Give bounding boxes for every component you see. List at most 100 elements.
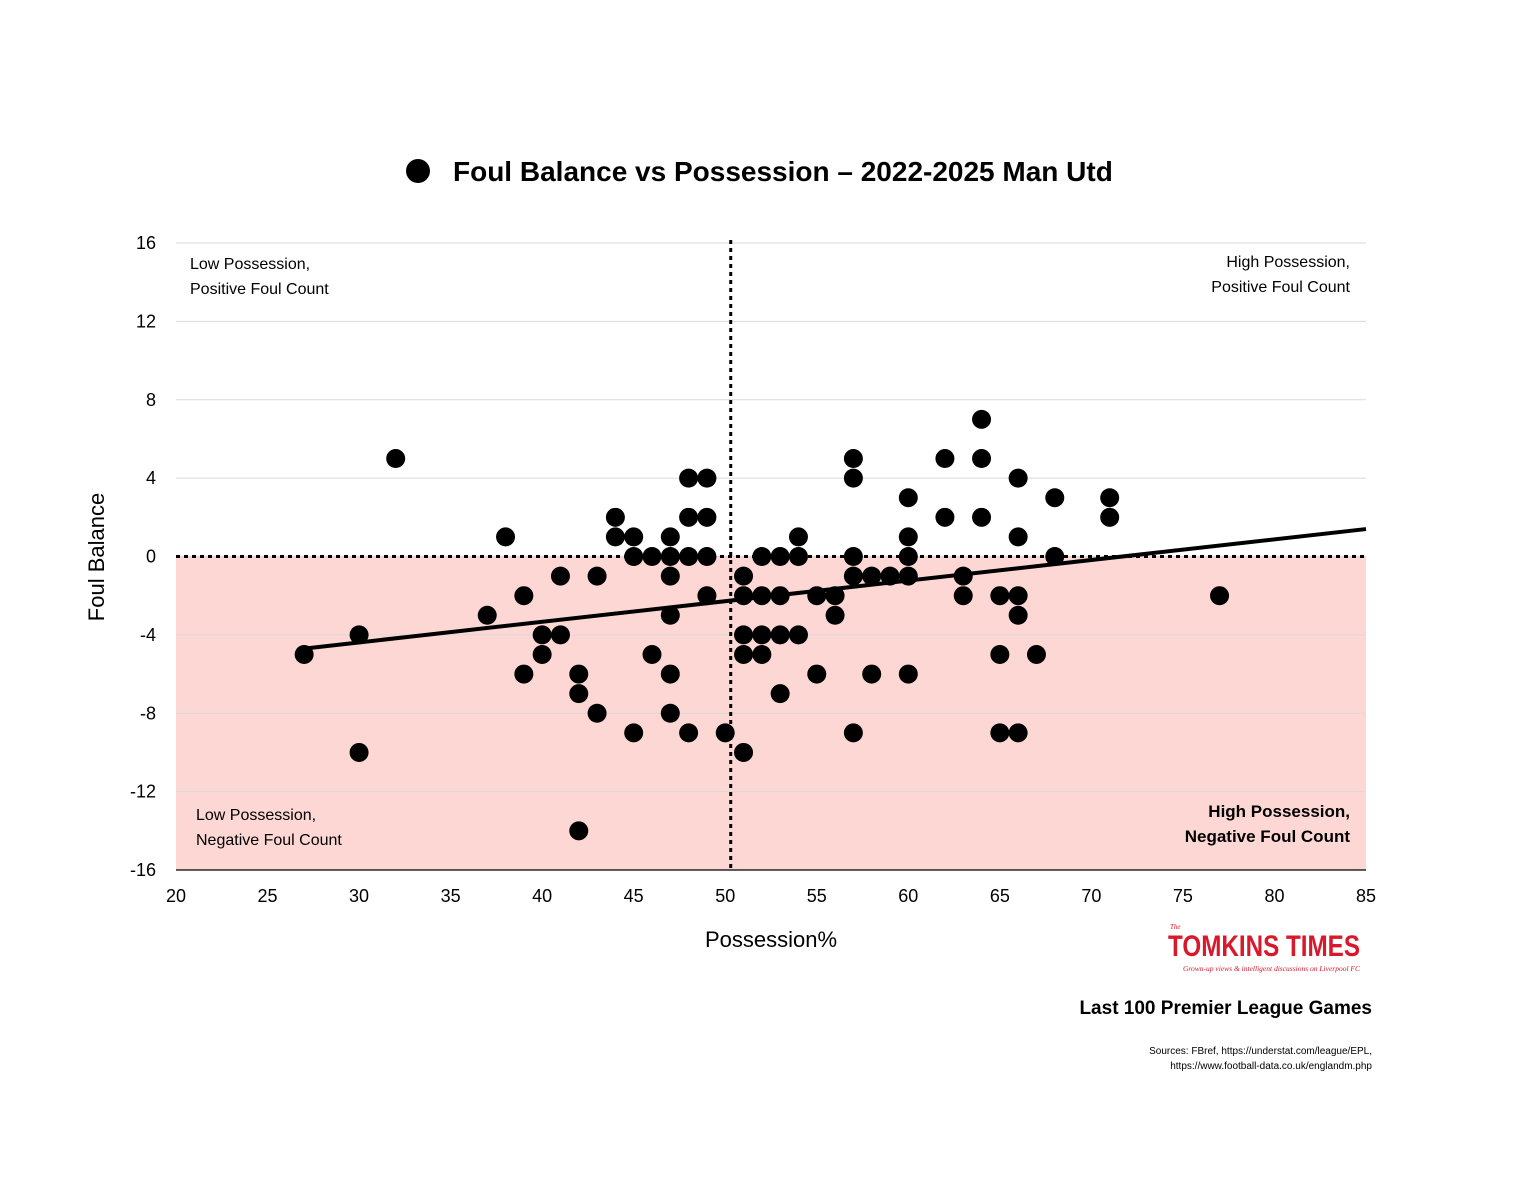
data-point xyxy=(697,547,717,566)
data-point xyxy=(349,742,369,762)
x-tick-label: 65 xyxy=(990,886,1010,906)
legend-marker xyxy=(406,159,430,183)
data-point xyxy=(953,586,973,606)
data-point xyxy=(898,488,918,508)
trendline xyxy=(303,527,1367,651)
annotation-line: High Possession, xyxy=(1226,254,1350,271)
data-point xyxy=(642,644,662,664)
data-point xyxy=(514,664,534,684)
data-point xyxy=(1045,547,1065,566)
x-tick-label: 50 xyxy=(715,886,735,906)
data-point xyxy=(1008,468,1028,488)
data-point xyxy=(898,527,918,547)
data-point xyxy=(679,723,699,743)
data-point xyxy=(587,703,607,723)
x-tick-label: 85 xyxy=(1356,886,1376,906)
x-tick-label: 55 xyxy=(807,886,827,906)
data-point xyxy=(935,507,955,527)
y-tick-label: 4 xyxy=(146,468,156,488)
data-point xyxy=(679,547,699,566)
legend: Foul Balance vs Possession – 2022-2025 M… xyxy=(406,156,1113,187)
data-point xyxy=(1045,488,1065,508)
data-point xyxy=(843,468,863,488)
data-point xyxy=(752,644,772,664)
y-tick-label: 12 xyxy=(136,311,156,331)
data-point xyxy=(898,664,918,684)
data-point xyxy=(990,723,1010,743)
y-tick-label: 0 xyxy=(146,547,156,567)
data-point xyxy=(660,703,680,723)
annotation-line: High Possession, xyxy=(1208,802,1350,821)
x-tick-label: 30 xyxy=(349,886,369,906)
data-point xyxy=(697,507,717,527)
data-point xyxy=(752,625,772,645)
x-tick-labels: 20 25 30 35 40 45 50 55 60 65 70 75 80 85 xyxy=(166,886,1376,906)
logo-wordmark: TOMKINS TIMES xyxy=(1168,930,1360,963)
data-point xyxy=(990,644,1010,664)
data-point xyxy=(660,664,680,684)
data-point xyxy=(569,664,589,684)
annotation-line: Positive Foul Count xyxy=(1211,279,1350,296)
sources-line-1: Sources: FBref, https://understat.com/le… xyxy=(1149,1046,1372,1057)
data-point xyxy=(807,664,827,684)
x-tick-label: 20 xyxy=(166,886,186,906)
data-point xyxy=(843,547,863,566)
x-tick-label: 75 xyxy=(1173,886,1193,906)
data-point xyxy=(624,527,644,547)
data-points xyxy=(294,409,1230,841)
data-point xyxy=(660,605,680,625)
y-tick-label: -8 xyxy=(140,703,156,723)
data-point xyxy=(1100,507,1120,527)
data-point xyxy=(624,547,644,566)
data-point xyxy=(550,625,570,645)
data-point xyxy=(514,586,534,606)
logo-tagline: Grown-up views & intelligent discussions… xyxy=(1183,964,1361,973)
data-point xyxy=(569,821,589,841)
data-point xyxy=(972,449,992,469)
tomkins-times-logo: The TOMKINS TIMES Grown-up views & intel… xyxy=(1168,923,1361,973)
chart-title: Foul Balance vs Possession – 2022-2025 M… xyxy=(453,156,1113,187)
data-point xyxy=(788,527,808,547)
annotation-line: Positive Foul Count xyxy=(190,281,329,298)
x-tick-label: 35 xyxy=(441,886,461,906)
data-point xyxy=(605,527,625,547)
data-point xyxy=(660,547,680,566)
data-point xyxy=(825,605,845,625)
data-point xyxy=(1210,586,1230,606)
x-axis-label: Possession% xyxy=(705,927,837,952)
data-point xyxy=(898,547,918,566)
data-point xyxy=(734,625,754,645)
annotation-line: Low Possession, xyxy=(196,807,316,824)
annotation-line: Low Possession, xyxy=(190,256,310,273)
data-point xyxy=(1008,723,1028,743)
y-tick-labels: 16 12 8 4 0 -4 -8 -12 -16 xyxy=(130,233,156,880)
data-point xyxy=(349,625,369,645)
data-point xyxy=(624,723,644,743)
data-point xyxy=(569,684,589,704)
y-tick-label: 8 xyxy=(146,390,156,410)
data-point xyxy=(1008,527,1028,547)
annotation-bottom-right: High Possession, Negative Foul Count xyxy=(1185,802,1351,846)
data-point xyxy=(862,664,882,684)
data-point xyxy=(843,723,863,743)
x-tick-label: 45 xyxy=(624,886,644,906)
data-point xyxy=(660,527,680,547)
data-point xyxy=(788,625,808,645)
data-point xyxy=(770,625,790,645)
data-point xyxy=(496,527,516,547)
data-point xyxy=(734,566,754,586)
data-point xyxy=(386,449,406,469)
y-tick-label: -12 xyxy=(130,782,156,802)
y-tick-label: 16 xyxy=(136,233,156,253)
data-point xyxy=(642,547,662,566)
y-tick-label: -16 xyxy=(130,860,156,880)
annotation-top-right: High Possession, Positive Foul Count xyxy=(1211,254,1350,296)
data-point xyxy=(605,507,625,527)
data-point xyxy=(1026,644,1046,664)
data-point xyxy=(990,586,1010,606)
data-point xyxy=(550,566,570,586)
data-point xyxy=(770,684,790,704)
x-tick-label: 70 xyxy=(1081,886,1101,906)
footer-title: Last 100 Premier League Games xyxy=(1079,998,1372,1019)
data-point xyxy=(770,547,790,566)
